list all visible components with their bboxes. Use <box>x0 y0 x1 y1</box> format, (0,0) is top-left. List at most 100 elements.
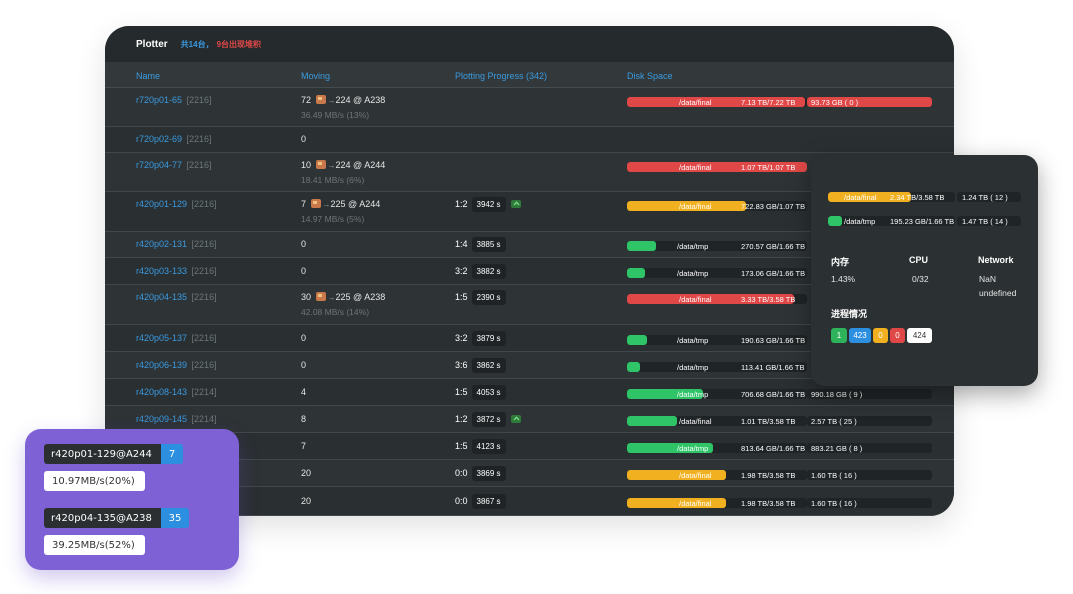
table-row[interactable]: 20 0:0 3869 s/data/final 1.98 TB/3.58 TB 1.6… <box>105 460 954 487</box>
column-header-moving[interactable]: Moving <box>301 71 331 81</box>
disk-used: 3.33 TB/3.58 TB <box>741 295 796 304</box>
column-header-progress[interactable]: Plotting Progress (342) <box>455 71 548 81</box>
plotting-progress: 1:5 2390 s <box>455 290 506 305</box>
plotter-name-link[interactable]: r420p02-131 <box>136 239 188 249</box>
process-count-chip: 423 <box>849 328 871 343</box>
moving-count: 0 <box>301 360 307 370</box>
memory-label: 内存 <box>831 257 850 267</box>
moving-speed: 36.49 MB/s (13%) <box>301 110 370 120</box>
moving-count: 7 <box>301 441 307 451</box>
disk-used: 173.06 GB/1.66 TB <box>741 269 806 278</box>
plotter-name-link[interactable]: r420p08-143 <box>136 387 188 397</box>
disk-path: /data/tmp <box>677 363 709 372</box>
network-label: Network <box>978 255 1014 265</box>
summary-warning: 9台出现堆积 <box>216 39 262 49</box>
table-row[interactable]: r720p02-69 [2216] 0 <box>105 127 954 153</box>
disk-usage-bar: /data/tmp 113.41 GB/1.66 TB <box>627 362 807 372</box>
plotter-name-link[interactable]: r720p04-77 <box>136 160 183 170</box>
column-header-name[interactable]: Name <box>136 71 161 81</box>
popup-disk-free: 1.24 TB ( 12 ) <box>962 193 1008 202</box>
table-row[interactable]: r420p06-139 [2216] 0 3:6 3862 s/data/tmp 113.… <box>105 352 954 379</box>
process-count-chip: 0 <box>873 328 888 343</box>
disk-free: 1.60 TB ( 16 ) <box>811 471 857 480</box>
plotter-name-link[interactable]: r420p01-129 <box>136 199 188 209</box>
plotter-detail-popup: /data/final 2.34 TB/3.58 TB 1.24 TB ( 12 )… <box>811 155 1038 386</box>
plotting-progress: 3:2 3879 s <box>455 331 506 346</box>
popup-disk-fill <box>828 216 842 226</box>
table-row[interactable]: r420p02-131 [2216] 0 1:4 3885 s/data/tmp 270.… <box>105 232 954 258</box>
disk-used: 1.98 TB/3.58 TB <box>741 499 796 508</box>
disk-path: /data/tmp <box>677 269 709 278</box>
disk-usage-bar: /data/tmp 813.64 GB/1.66 TB <box>627 443 807 453</box>
plotter-name-link[interactable]: r420p06-139 <box>136 360 188 370</box>
moving-count: 0 <box>301 266 307 276</box>
disk-path: /data/final <box>679 499 712 508</box>
progress-ratio: 1:2 <box>455 414 468 424</box>
process-count-chip: 0 <box>890 328 905 343</box>
process-count-chip: 424 <box>907 328 932 343</box>
table-row[interactable]: r420p09-145 [2214] 8 1:2 3872 s/data/final 1.… <box>105 406 954 433</box>
moving-count: 0 <box>301 333 307 343</box>
moving-count: 30 <box>301 292 312 302</box>
disk-path: /data/tmp <box>677 336 709 345</box>
plotter-id-suffix: [2216] <box>186 134 212 144</box>
progress-ratio: 3:2 <box>455 333 468 343</box>
disk-usage-bar: /data/final 1.01 TB/3.58 TB <box>627 416 807 426</box>
disk-usage-bar: /data/final 1.07 TB/1.07 TB <box>627 162 807 172</box>
truck-icon <box>310 199 321 208</box>
moving-cell: 30 →225 @ A238 <box>301 292 385 302</box>
disk-free: 990.18 GB ( 9 ) <box>811 390 863 399</box>
table-row[interactable]: r720p04-77 [2216] 10 →224 @ A244 18.41 MB/s… <box>105 153 954 192</box>
app-title: Plotter <box>136 38 168 50</box>
moving-cell: 7 <box>301 441 306 451</box>
elapsed-time-badge: 3879 s <box>471 331 506 346</box>
table-row[interactable]: r420p04-135 [2216] 30 →225 @ A238 42.08 MB/… <box>105 285 954 325</box>
moving-count: 72 <box>301 95 312 105</box>
plotter-name-link[interactable]: r720p01-65 <box>136 95 183 105</box>
arrow-right-icon: → <box>327 96 336 105</box>
disk-path: /data/final <box>679 417 712 426</box>
disk-usage-fill <box>627 362 640 372</box>
disk-free-bar: 1.60 TB ( 16 ) <box>807 470 932 480</box>
summary-total: 共14台， <box>180 39 214 49</box>
popup-disk-path: /data/final <box>844 193 877 202</box>
trend-up-icon <box>510 415 521 423</box>
moving-cell: 0 <box>301 134 306 144</box>
table-row[interactable]: 7 1:5 4123 s/data/tmp 813.64 GB/1.66 TB 883.… <box>105 433 954 460</box>
plotter-name-link[interactable]: r420p03-133 <box>136 266 188 276</box>
disk-free-bar: 883.21 GB ( 8 ) <box>807 443 932 453</box>
progress-ratio: 1:5 <box>455 292 468 302</box>
moving-cell: 10 →224 @ A244 <box>301 160 385 170</box>
moving-cell: 4 <box>301 387 306 397</box>
table-row[interactable]: 20 0:0 3867 s/data/final 1.98 TB/3.58 TB 1.6… <box>105 487 954 516</box>
plotting-progress: 1:4 3885 s <box>455 237 506 252</box>
table-row[interactable]: r420p08-143 [2214] 4 1:5 4053 s/data/tmp 706.… <box>105 379 954 406</box>
arrow-right-icon: → <box>327 161 336 170</box>
elapsed-time-badge: 3867 s <box>471 494 506 509</box>
disk-used: 722.83 GB/1.07 TB <box>741 202 806 211</box>
table-row[interactable]: r720p01-65 [2216] 72 →224 @ A238 36.49 MB/s… <box>105 88 954 127</box>
elapsed-time-badge: 3869 s <box>471 466 506 481</box>
moving-count: 0 <box>301 134 307 144</box>
plotter-name-link[interactable]: r420p09-145 <box>136 414 188 424</box>
column-header-disk[interactable]: Disk Space <box>627 71 673 81</box>
transfer-job-count: 35 <box>161 508 189 528</box>
disk-usage-fill <box>627 335 647 345</box>
disk-usage-bar: /data/final 3.33 TB/3.58 TB <box>627 294 807 304</box>
plotter-name-link[interactable]: r420p04-135 <box>136 292 188 302</box>
disk-free: 1.60 TB ( 16 ) <box>811 499 857 508</box>
transfer-job-label: r420p04-135@A238 <box>44 508 161 528</box>
arrow-right-icon: → <box>327 293 336 302</box>
moving-speed: 42.08 MB/s (14%) <box>301 307 370 317</box>
disk-usage-bar: /data/tmp 706.68 GB/1.66 TB <box>627 389 807 399</box>
moving-count: 8 <box>301 414 307 424</box>
moving-target: 225 @ A238 <box>335 292 386 302</box>
progress-ratio: 0:0 <box>455 468 468 478</box>
plotting-progress: 1:5 4123 s <box>455 439 506 454</box>
network-value-secondary: undefined <box>979 288 1017 298</box>
plotter-name-link[interactable]: r420p05-137 <box>136 333 188 343</box>
plotter-id-suffix: [2216] <box>191 333 217 343</box>
plotter-name-link[interactable]: r720p02-69 <box>136 134 183 144</box>
plotter-id-suffix: [2216] <box>191 292 217 302</box>
disk-used: 113.41 GB/1.66 TB <box>741 363 805 372</box>
